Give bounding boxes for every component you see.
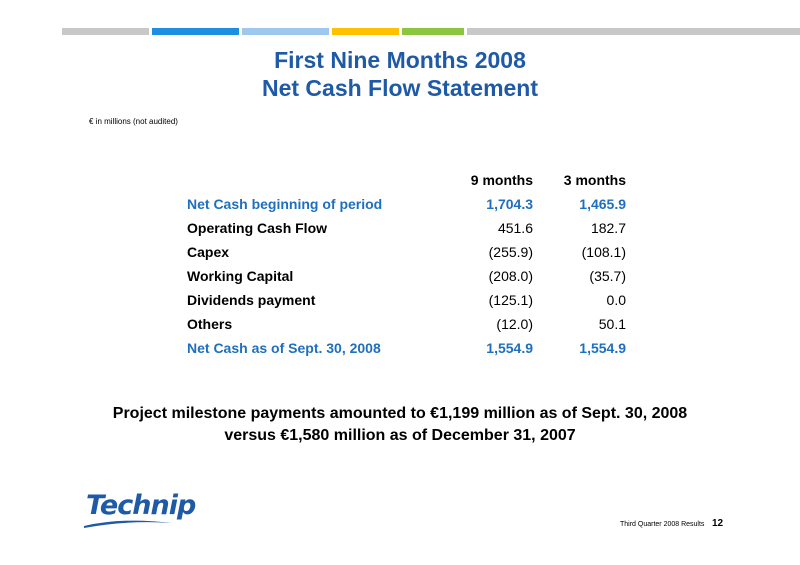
row-value-9m: 1,704.3 xyxy=(486,196,533,212)
table-row: Net Cash as of Sept. 30, 2008 1,554.9 1,… xyxy=(180,336,626,360)
row-value-3m: 0.0 xyxy=(606,292,626,308)
row-label: Net Cash beginning of period xyxy=(187,196,383,212)
table-row: Working Capital (208.0) (35.7) xyxy=(180,264,626,288)
technip-logo: Technip xyxy=(86,490,196,521)
header-color-bar xyxy=(62,28,800,35)
page-number: 12 xyxy=(712,518,724,529)
table-row: Net Cash beginning of period 1,704.3 1,4… xyxy=(180,192,626,216)
row-value-9m: (125.1) xyxy=(488,292,533,308)
table-row: Others (12.0) 50.1 xyxy=(180,312,626,336)
row-label: Net Cash as of Sept. 30, 2008 xyxy=(187,340,381,356)
footer-caption: Third Quarter 2008 Results xyxy=(620,521,705,528)
row-label: Others xyxy=(187,316,233,332)
cash-flow-table: 9 months 3 months Net Cash beginning of … xyxy=(180,168,626,360)
row-value-9m: 451.6 xyxy=(497,220,533,236)
title-line-1: First Nine Months 2008 xyxy=(274,47,526,73)
bar-segment-light-blue xyxy=(242,28,329,35)
row-label: Operating Cash Flow xyxy=(187,220,328,236)
row-value-3m: 50.1 xyxy=(598,316,626,332)
column-header-3-months: 3 months xyxy=(563,172,626,188)
row-value-3m: 182.7 xyxy=(590,220,626,236)
logo-swoosh-icon xyxy=(84,520,172,528)
row-label: Working Capital xyxy=(187,268,294,284)
units-note: € in millions (not audited) xyxy=(89,117,178,126)
row-value-3m: (108.1) xyxy=(581,244,626,260)
row-label: Capex xyxy=(187,244,230,260)
table-row: Dividends payment (125.1) 0.0 xyxy=(180,288,626,312)
row-value-9m: (255.9) xyxy=(488,244,533,260)
row-value-9m: (12.0) xyxy=(496,316,533,332)
title-line-2: Net Cash Flow Statement xyxy=(261,75,539,101)
bar-segment-gray-right xyxy=(467,28,800,35)
table-header-row: 9 months 3 months xyxy=(180,168,626,192)
bar-segment-gray-left xyxy=(62,28,149,35)
table-row: Operating Cash Flow 451.6 182.7 xyxy=(180,216,626,240)
row-value-3m: 1,465.9 xyxy=(579,196,626,212)
milestone-note: Project milestone payments amounted to €… xyxy=(0,403,800,447)
bar-segment-green xyxy=(402,28,464,35)
table-row: Capex (255.9) (108.1) xyxy=(180,240,626,264)
row-label: Dividends payment xyxy=(187,292,316,308)
bar-segment-blue xyxy=(152,28,239,35)
page-title: First Nine Months 2008 Net Cash Flow Sta… xyxy=(0,46,800,102)
milestone-note-line-2: versus €1,580 million as of December 31,… xyxy=(224,427,576,444)
row-value-3m: (35.7) xyxy=(589,268,626,284)
row-value-9m: (208.0) xyxy=(488,268,533,284)
row-value-3m: 1,554.9 xyxy=(579,340,626,356)
milestone-note-line-1: Project milestone payments amounted to €… xyxy=(112,405,688,422)
column-header-9-months: 9 months xyxy=(470,172,533,188)
row-value-9m: 1,554.9 xyxy=(486,340,533,356)
bar-segment-yellow xyxy=(332,28,399,35)
